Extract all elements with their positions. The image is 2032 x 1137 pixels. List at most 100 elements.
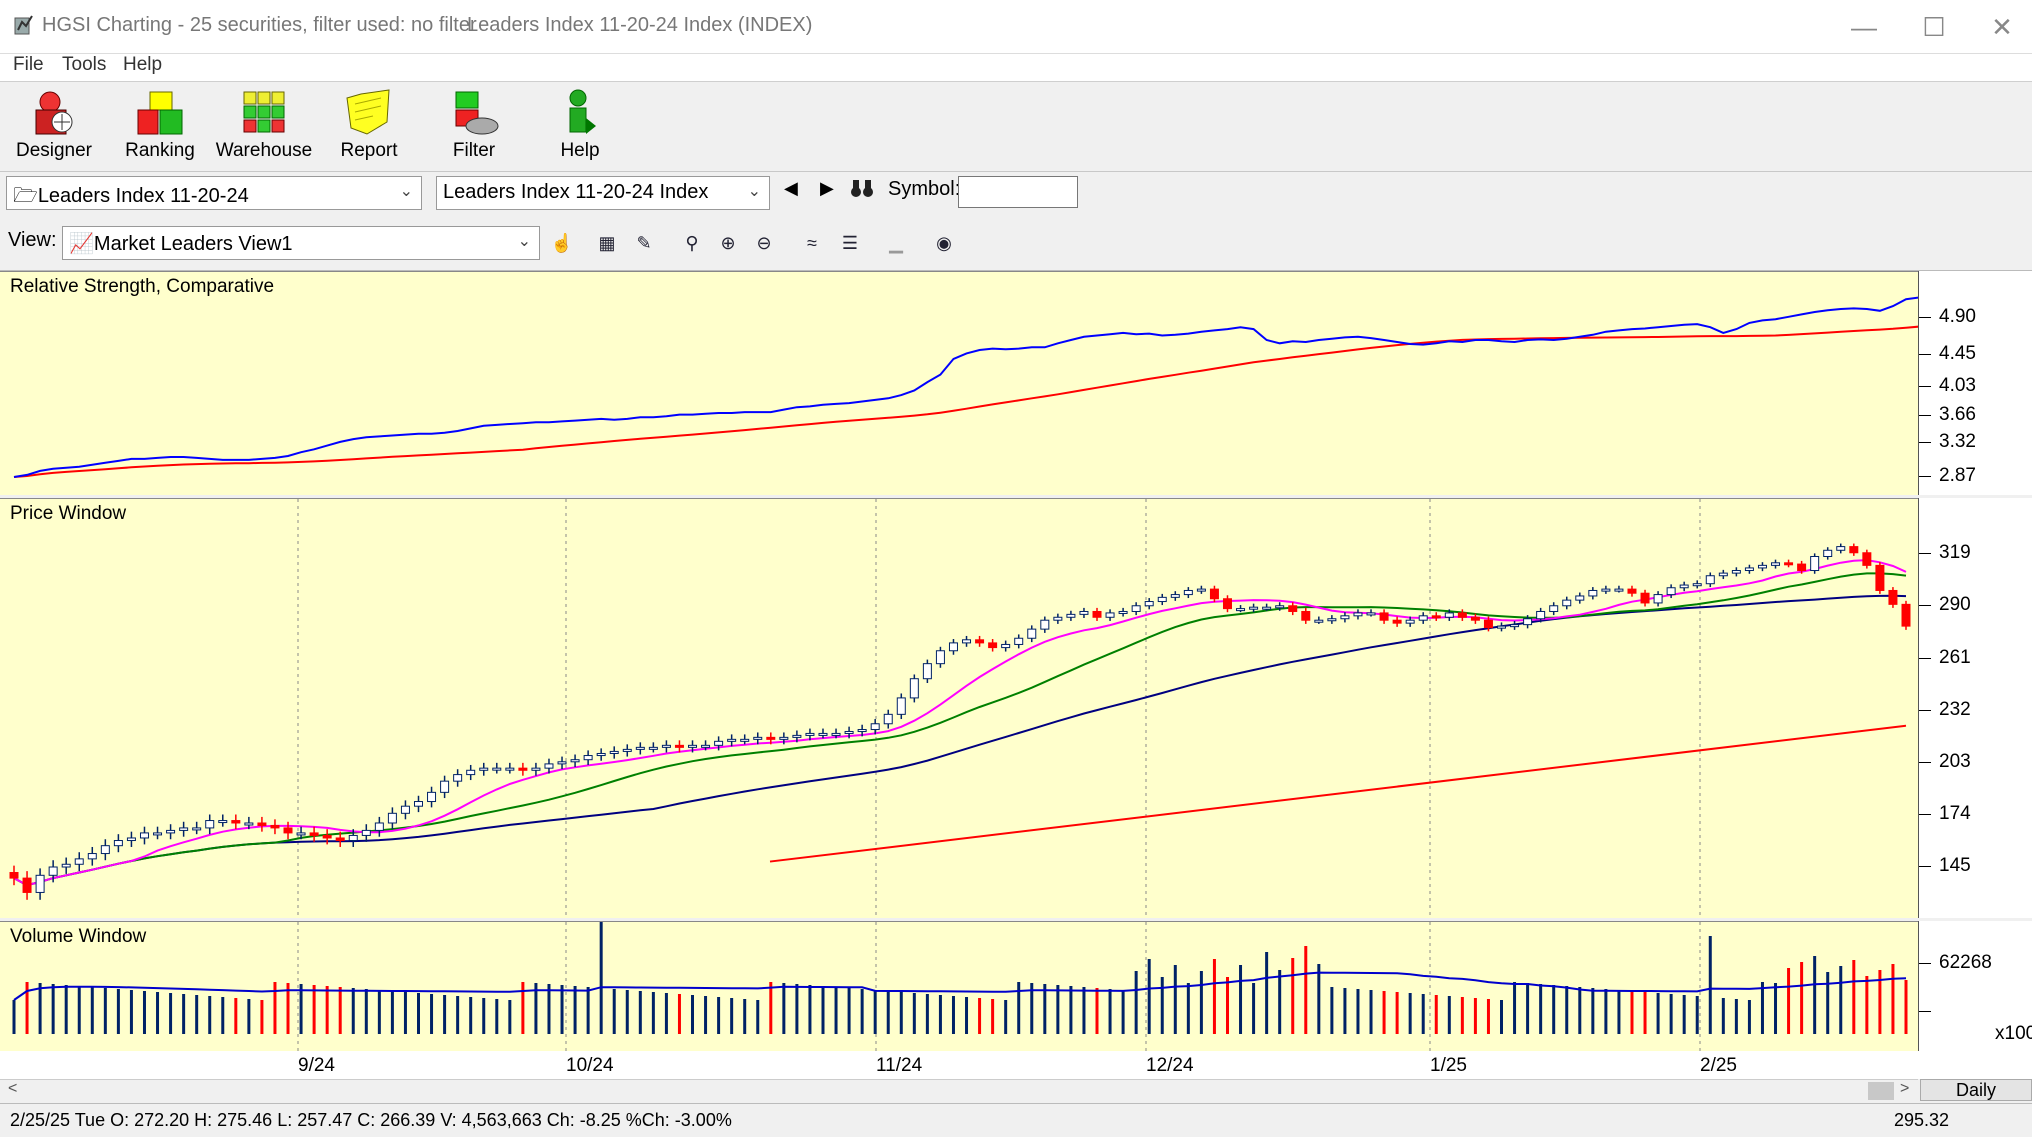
rs-tick: 2.87: [1939, 465, 1976, 486]
candle-body: [218, 820, 228, 824]
ranking-icon: [137, 91, 183, 135]
next-icon[interactable]: ▶: [820, 178, 834, 198]
price-chart: [9, 499, 1911, 919]
scroll-left-icon[interactable]: <: [8, 1080, 18, 1097]
candle-body: [1183, 589, 1193, 596]
window-subtitle: Leaders Index 11-20-24 Index (INDEX): [467, 14, 813, 36]
candle-body: [1653, 594, 1663, 604]
status-value: 295.32: [1894, 1110, 1950, 1130]
candle-body: [1366, 612, 1376, 616]
zoom-out-icon[interactable]: ⊖: [756, 233, 772, 253]
filter-button[interactable]: Filter: [424, 86, 524, 168]
warehouse-button[interactable]: Warehouse: [214, 86, 314, 168]
price-tick: 145: [1939, 855, 1971, 876]
candle-body: [596, 752, 606, 757]
candle-body: [818, 732, 828, 736]
candle-body: [635, 746, 645, 750]
report-icon: [346, 89, 390, 135]
security-select[interactable]: Leaders Index 11-20-24 Index ⌄: [436, 176, 770, 210]
moving-average-21-line: [13, 572, 1907, 887]
candle-body: [1549, 605, 1559, 612]
candle-body: [1510, 624, 1520, 628]
help-icon: [569, 89, 596, 134]
candle-body: [387, 812, 397, 824]
candle-body: [1875, 564, 1885, 591]
color-icon[interactable]: ◉: [936, 233, 952, 253]
designer-button[interactable]: Designer: [4, 86, 104, 168]
scroll-right-icon[interactable]: >: [1900, 1080, 1910, 1097]
price-tick: 261: [1939, 647, 1971, 668]
candle-body: [1888, 589, 1898, 605]
candle-body: [1862, 552, 1872, 566]
candle-body: [139, 832, 149, 839]
candle-body: [648, 746, 658, 750]
candle-body: [453, 774, 463, 782]
menu-file[interactable]: File: [13, 54, 44, 75]
candle-body: [1118, 610, 1128, 614]
minimize-icon[interactable]: —: [1851, 12, 1877, 42]
candle-body: [1014, 637, 1024, 645]
maximize-icon[interactable]: ☐: [1922, 12, 1946, 42]
candle-body: [400, 805, 410, 814]
symbol-input[interactable]: [958, 176, 1078, 208]
candle-body: [883, 713, 893, 725]
candle-body: [479, 767, 489, 771]
view-select[interactable]: 📈Market Leaders View1 ⌄: [62, 226, 540, 260]
previous-icon[interactable]: ◀: [784, 178, 798, 198]
moving-average-200-line: [769, 724, 1907, 863]
chevron-down-icon: ⌄: [517, 233, 531, 250]
view-select-value: Market Leaders View1: [93, 233, 293, 255]
list-icon[interactable]: ☰: [841, 233, 859, 253]
candle-body: [1731, 570, 1741, 574]
zoom-in-icon[interactable]: ⊕: [720, 233, 736, 253]
horizontal-scrollbar[interactable]: < >: [0, 1079, 1918, 1101]
candle-body: [1640, 592, 1650, 604]
candle-body: [870, 723, 880, 731]
candle-body: [1497, 625, 1507, 629]
ranking-button[interactable]: Ranking: [110, 86, 210, 168]
properties-icon[interactable]: ▦: [598, 233, 616, 253]
close-icon[interactable]: ✕: [1991, 12, 2013, 42]
candle-body: [322, 834, 332, 839]
candle-body: [714, 740, 724, 746]
volume-panel-label: Volume Window: [10, 926, 147, 947]
candle-body: [100, 845, 110, 855]
menu-bar: File Tools Help: [0, 54, 2032, 82]
volume-average-line: [13, 971, 1907, 1001]
help-button[interactable]: Help: [530, 86, 630, 168]
candle-body: [1053, 616, 1063, 621]
hand-icon[interactable]: ☝: [550, 233, 574, 253]
candle-body: [1157, 596, 1167, 603]
candle-body: [1784, 562, 1794, 566]
indicator-icon[interactable]: ≈: [807, 233, 817, 253]
candle-body: [22, 877, 32, 893]
candle-body: [205, 820, 215, 829]
price-tick: 203: [1939, 751, 1971, 772]
candle-body: [1275, 605, 1285, 609]
report-button[interactable]: Report: [319, 86, 419, 168]
candle-body: [1810, 555, 1820, 572]
date-label: 2/25: [1700, 1055, 1737, 1076]
candle-body: [1849, 546, 1859, 554]
scroll-thumb[interactable]: [1868, 1082, 1894, 1100]
edit-icon[interactable]: ✎: [636, 233, 652, 253]
menu-help[interactable]: Help: [123, 54, 163, 75]
menu-tools[interactable]: Tools: [62, 54, 107, 75]
candle-body: [1718, 572, 1728, 577]
candle-body: [244, 822, 254, 826]
bar-chart-icon[interactable]: ▁: [889, 233, 903, 253]
candle-body: [74, 858, 84, 865]
candle-body: [9, 872, 19, 879]
list-select[interactable]: 🗁Leaders Index 11-20-24 ⌄: [6, 176, 422, 210]
filter-icon: [455, 91, 499, 135]
period-button[interactable]: Daily: [1920, 1079, 2032, 1101]
candle-body: [1836, 546, 1846, 551]
candle-body: [1209, 588, 1219, 600]
binoculars-icon[interactable]: [850, 176, 874, 200]
candle-body: [1666, 587, 1676, 596]
candle-body: [857, 729, 867, 733]
candle-body: [335, 837, 345, 842]
candle-body: [466, 769, 476, 776]
zoom-icon[interactable]: ⚲: [685, 233, 699, 253]
candle-body: [1744, 567, 1754, 572]
